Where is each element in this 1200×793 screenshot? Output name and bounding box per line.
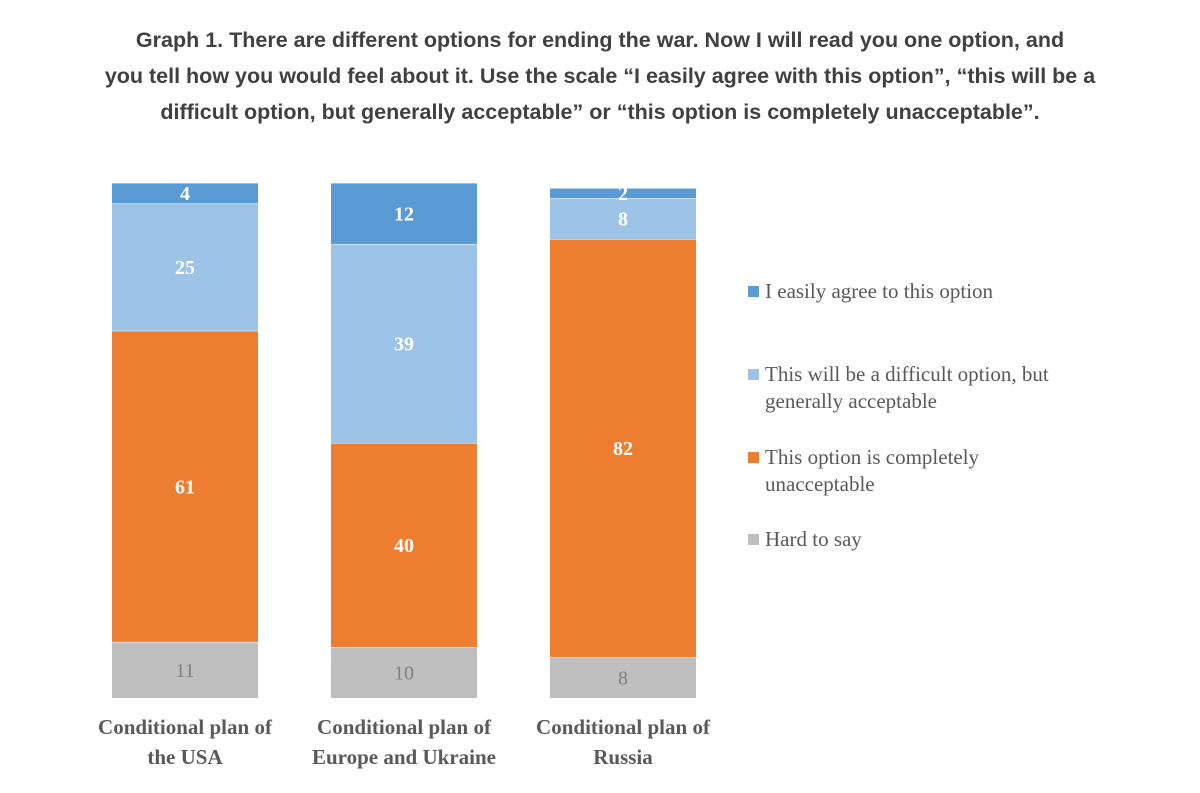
category-label-line: Conditional plan of	[98, 715, 272, 739]
chart-title-line-2: you tell how you would feel about it. Us…	[104, 64, 1096, 88]
data-label: 82	[613, 438, 633, 460]
bar-segment	[112, 182, 258, 204]
data-label: 11	[175, 660, 194, 682]
chart-title-line-3: difficult option, but generally acceptab…	[160, 100, 1040, 124]
legend-swatch	[748, 534, 759, 545]
category-label-line: Europe and Ukraine	[312, 745, 496, 769]
data-label: 4	[180, 183, 190, 205]
bar-segment	[550, 188, 696, 199]
legend-label: This will be a difficult option, but gene…	[765, 361, 1049, 415]
category-label: Conditional plan of the USA	[70, 712, 300, 772]
bar-segment	[112, 641, 258, 698]
bar-segment	[331, 244, 477, 443]
category-label-line: Conditional plan of	[536, 715, 710, 739]
data-label: 10	[394, 663, 414, 685]
chart-title: Graph 1. There are different options for…	[0, 22, 1200, 130]
category-label-line: the USA	[147, 745, 223, 769]
legend-swatch	[748, 286, 759, 297]
legend-label: Hard to say	[765, 526, 862, 553]
bar-segment	[112, 203, 258, 331]
legend-item: Hard to say	[748, 526, 862, 553]
bar-segment	[550, 198, 696, 239]
legend-swatch	[748, 452, 759, 463]
data-label: 61	[175, 476, 195, 498]
bar-segment	[331, 443, 477, 647]
legend-label: I easily agree to this option	[765, 278, 993, 305]
legend-label: This option is completely unacceptable	[765, 444, 979, 498]
legend-label-line: I easily agree to this option	[765, 279, 994, 303]
category-label-line: Conditional plan of	[317, 715, 491, 739]
legend-item: I easily agree to this option	[748, 278, 993, 305]
legend-label-line: This option is completely	[765, 445, 980, 469]
legend-swatch	[748, 369, 759, 380]
category-label: Conditional plan of Russia	[508, 712, 738, 772]
legend-label-line: This will be a difficult option, but	[765, 362, 1049, 386]
legend-label-line: unacceptable	[765, 472, 875, 496]
legend-item: This will be a difficult option, but gene…	[748, 361, 1049, 415]
data-label: 8	[618, 209, 628, 231]
category-label-line: Russia	[593, 745, 653, 769]
bar-segment	[331, 182, 477, 245]
chart-title-line-1: Graph 1. There are different options for…	[135, 28, 1065, 52]
data-label: 39	[394, 334, 414, 356]
legend-label-line: Hard to say	[765, 527, 862, 551]
data-label: 25	[175, 257, 195, 279]
category-label: Conditional plan of Europe and Ukraine	[289, 712, 519, 772]
bar-segment	[550, 657, 696, 698]
bar-segment	[550, 239, 696, 658]
bar-segment	[112, 330, 258, 642]
legend-item: This option is completely unacceptable	[748, 444, 979, 498]
bar-segment	[331, 647, 477, 698]
data-label: 2	[618, 183, 628, 205]
data-label: 40	[394, 535, 414, 557]
legend-label-line: generally acceptable	[765, 389, 937, 413]
data-label: 12	[394, 204, 414, 226]
data-label: 8	[618, 668, 628, 690]
